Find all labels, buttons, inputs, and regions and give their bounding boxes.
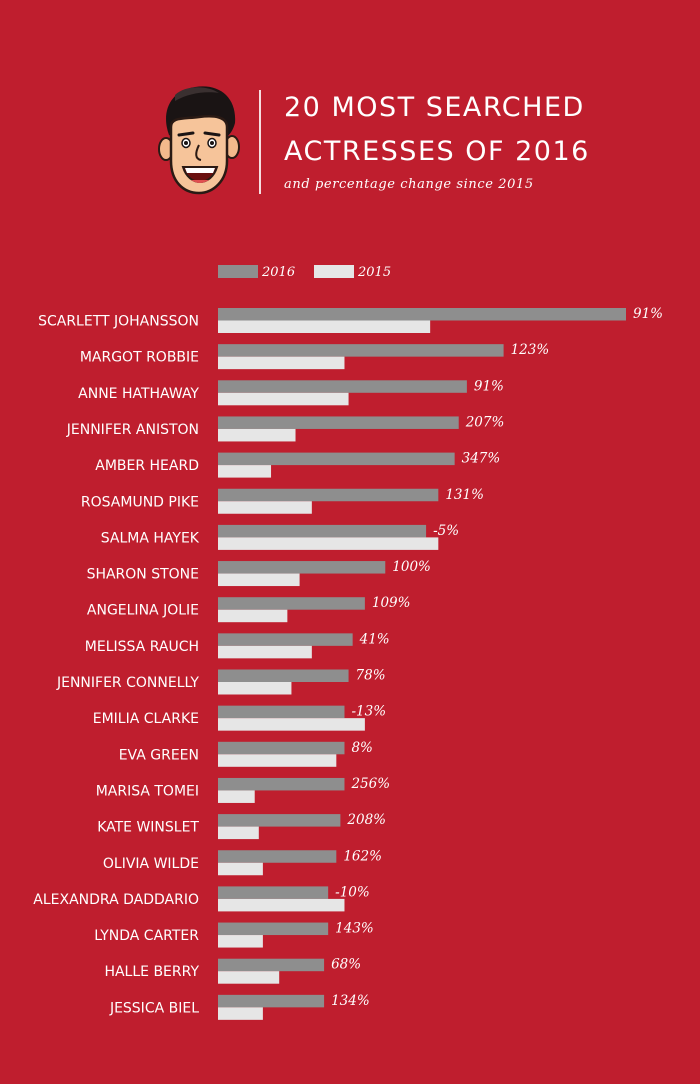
data-label: 207% <box>465 414 505 430</box>
category-label: ANGELINA JOLIE <box>87 603 199 619</box>
data-label: 162% <box>343 848 382 864</box>
bar-2016 <box>218 777 345 791</box>
category-label: MARISA TOMEI <box>96 783 199 799</box>
bar-2016 <box>218 669 349 682</box>
category-label: ANNE HATHAWAY <box>78 386 199 402</box>
data-label: 91% <box>474 378 504 394</box>
category-label: LYNDA CARTER <box>94 928 199 944</box>
legend-label-2016: 2016 <box>261 265 295 280</box>
data-label: -5% <box>433 523 459 539</box>
data-label: 208% <box>346 812 386 828</box>
data-label: -10% <box>335 884 370 900</box>
data-label: 41% <box>359 631 390 647</box>
title-line-2: ACTRESSES OF 2016 <box>284 136 590 167</box>
category-label: SCARLETT JOHANSSON <box>38 314 199 330</box>
bar-2016 <box>218 416 459 429</box>
category-label: ROSAMUND PIKE <box>81 494 199 510</box>
bar-2016 <box>218 886 329 899</box>
bar-2015 <box>218 826 259 840</box>
data-label: 123% <box>511 342 550 358</box>
header: 20 MOST SEARCHED ACTRESSES OF 2016 and p… <box>0 0 700 220</box>
bar-2016 <box>218 488 439 502</box>
chart-bars: SCARLETT JOHANSSON 91% MARGOT ROBBIE 123% AN… <box>33 306 663 1020</box>
data-label: 134% <box>331 993 370 1009</box>
category-label: JENNIFER CONNELLY <box>56 675 199 691</box>
bar-2016 <box>218 380 467 393</box>
bar-2015 <box>218 356 345 370</box>
category-label: ALEXANDRA DADDARIO <box>33 892 199 908</box>
data-label: 100% <box>392 559 431 575</box>
category-label: AMBER HEARD <box>95 458 199 474</box>
category-label: KATE WINSLET <box>97 820 199 836</box>
data-label: -13% <box>351 704 386 720</box>
bar-2015 <box>218 682 292 695</box>
category-label: MARGOT ROBBIE <box>80 350 199 366</box>
bar-2015 <box>218 501 312 514</box>
bar-2015 <box>218 935 263 948</box>
bar-2015 <box>218 718 365 731</box>
page-subtitle: and percentage change since 2015 <box>284 177 534 192</box>
data-label: 78% <box>356 668 386 684</box>
bar-2015 <box>218 428 296 442</box>
category-label: JESSICA BIEL <box>109 1000 199 1016</box>
chart-legend: 2016 2015 <box>218 265 391 280</box>
bar-2016 <box>218 705 345 719</box>
bar-2016 <box>218 344 504 357</box>
bar-2016 <box>218 524 427 538</box>
bar-2015 <box>218 754 337 767</box>
bar-2015 <box>218 790 255 803</box>
data-label: 131% <box>445 487 484 503</box>
header-divider <box>259 90 261 194</box>
bar-2016 <box>218 561 386 574</box>
category-label: HALLE BERRY <box>104 964 199 980</box>
legend-label-2015: 2015 <box>357 265 391 280</box>
bar-2015 <box>218 971 280 984</box>
bar-2016 <box>218 922 329 936</box>
bar-2015 <box>218 645 312 659</box>
bar-2015 <box>218 862 263 876</box>
data-label: 91% <box>633 306 663 322</box>
data-label: 347% <box>462 451 501 467</box>
bar-2015 <box>218 1007 263 1020</box>
bar-2015 <box>218 573 300 587</box>
bar-2015 <box>218 320 431 333</box>
category-label: SALMA HAYEK <box>101 530 200 546</box>
category-label: EMILIA CLARKE <box>93 711 199 727</box>
bar-2015 <box>218 609 288 623</box>
bar-2015 <box>218 537 439 550</box>
bar-2015 <box>218 465 272 478</box>
data-label: 8% <box>351 740 372 756</box>
title-line-1: 20 MOST SEARCHED <box>284 92 585 123</box>
bar-2016 <box>218 308 626 321</box>
category-label: EVA GREEN <box>119 747 199 763</box>
bar-2016 <box>218 452 455 466</box>
retro-smiling-man-face-icon <box>158 86 240 195</box>
legend-swatch-2016 <box>218 265 258 278</box>
category-label: OLIVIA WILDE <box>103 856 199 872</box>
category-label: JENNIFER ANISTON <box>66 422 199 438</box>
bar-2016 <box>218 597 365 610</box>
bar-2016 <box>218 741 345 755</box>
bar-2015 <box>218 898 345 912</box>
legend-swatch-2015 <box>314 265 354 278</box>
bar-2016 <box>218 814 341 827</box>
data-label: 109% <box>372 595 411 611</box>
data-label: 68% <box>331 957 361 973</box>
data-label: 256% <box>350 776 390 792</box>
bar-2016 <box>218 633 353 646</box>
data-label: 143% <box>335 921 374 937</box>
bar-chart: 2016 2015 SCARLETT JOHANSSON 91% MARGOT ROB… <box>33 265 663 1020</box>
bar-2016 <box>218 958 325 972</box>
bar-2016 <box>218 850 337 863</box>
bar-2015 <box>218 392 349 406</box>
category-label: MELISSA RAUCH <box>85 639 199 655</box>
category-label: SHARON STONE <box>87 567 199 583</box>
bar-2016 <box>218 994 325 1008</box>
page-title: 20 MOST SEARCHED ACTRESSES OF 2016 <box>284 86 684 174</box>
